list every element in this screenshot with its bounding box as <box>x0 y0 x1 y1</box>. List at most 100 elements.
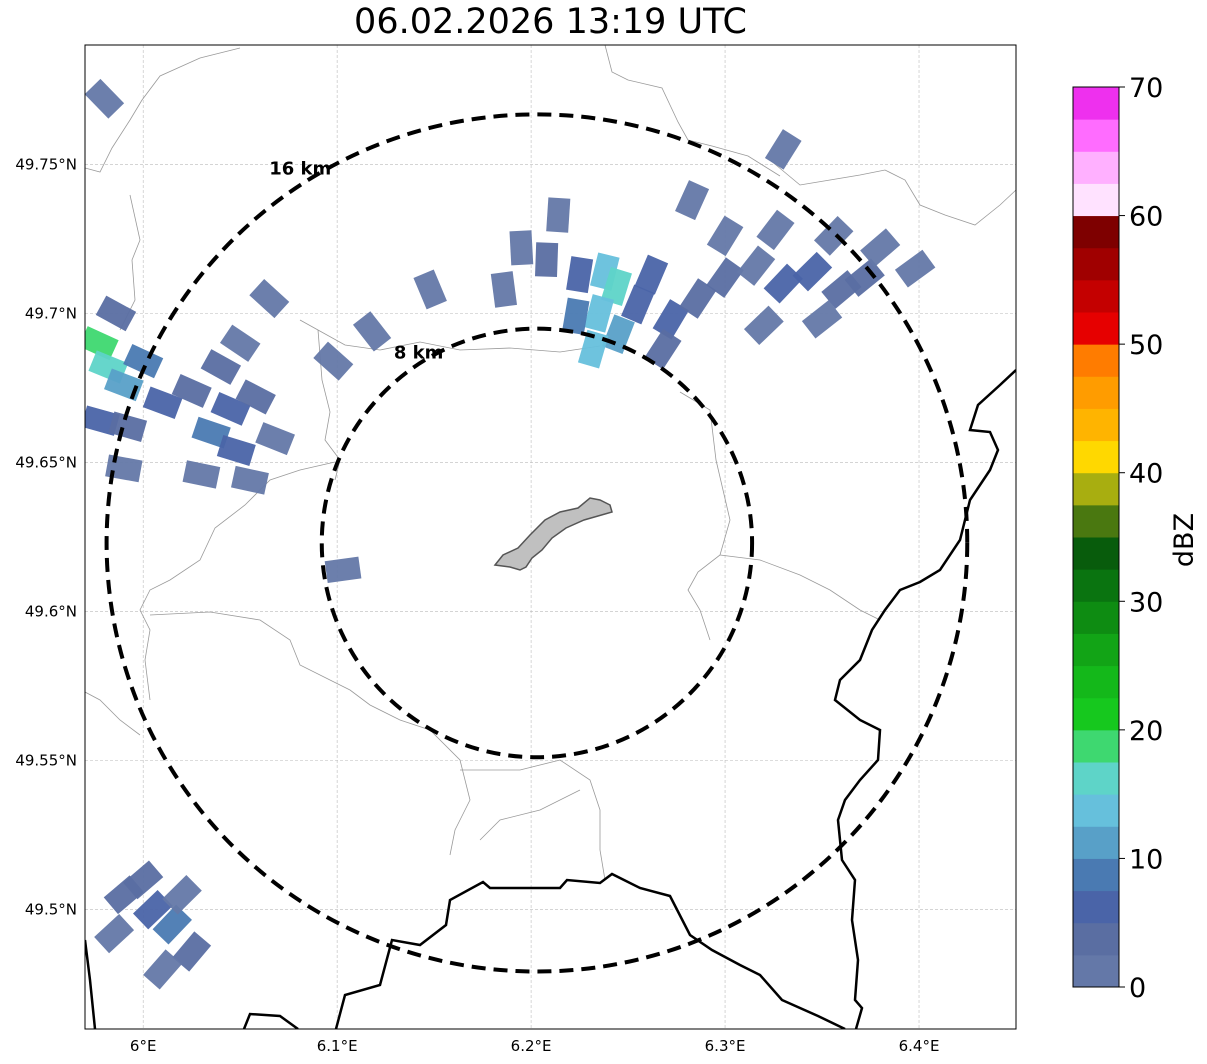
echo-cell <box>602 314 635 355</box>
echo-cell <box>219 324 261 362</box>
boundary-line <box>85 691 141 736</box>
colorbar-tick-label: 10 <box>1129 844 1163 875</box>
echo-cell <box>162 874 202 915</box>
echo-cell <box>152 904 192 945</box>
border-line <box>334 872 846 1029</box>
boundary-line <box>149 611 471 856</box>
range-ring-8km <box>319 326 755 760</box>
echo-cell <box>535 242 559 278</box>
colorbar-segment <box>1073 826 1119 859</box>
boundary-line <box>719 554 881 621</box>
colorbar-tick-label: 0 <box>1129 973 1146 1004</box>
colorbar-tick-label: 20 <box>1129 716 1163 747</box>
echo-cell <box>756 209 795 251</box>
city-area <box>493 497 613 571</box>
colorbar-segment <box>1073 472 1119 506</box>
colorbar-tick-label: 40 <box>1129 459 1163 490</box>
echo-cell <box>230 465 269 495</box>
colorbar-segment <box>1073 890 1119 924</box>
echo-cell <box>143 949 183 990</box>
lon-tick-label: 6.4°E <box>899 1037 940 1055</box>
colorbar-tick-label: 60 <box>1129 202 1163 233</box>
colorbar-segment <box>1073 376 1119 409</box>
echo-cell <box>352 311 392 352</box>
border-line <box>833 369 1016 1029</box>
lat-tick-label: 49.6°N <box>25 603 77 621</box>
echo-cell <box>210 391 251 426</box>
echo-cell <box>583 294 615 333</box>
colorbar-label: dBZ <box>1169 513 1200 567</box>
border-line <box>85 939 97 1029</box>
colorbar-segment <box>1073 279 1119 313</box>
echo-cell <box>577 329 609 369</box>
echo-cell <box>621 284 655 325</box>
echo-cell <box>736 245 776 286</box>
colorbar-segment <box>1073 729 1119 763</box>
echo-cell <box>85 78 125 119</box>
colorbar-segment <box>1073 119 1119 152</box>
longitude-axis: 6°E 6.1°E 6.2°E 6.3°E 6.4°E <box>130 1037 940 1055</box>
colorbar-segment <box>1073 215 1119 249</box>
colorbar-segment <box>1073 537 1119 570</box>
colorbar-segment <box>1073 954 1119 988</box>
echo-cell <box>860 228 901 268</box>
echo-cell <box>413 269 447 310</box>
echo-cell <box>123 344 164 379</box>
echo-cell <box>123 860 164 900</box>
radar-echoes <box>85 78 936 990</box>
lon-tick-label: 6.1°E <box>317 1037 358 1055</box>
echo-cell <box>894 249 936 288</box>
latitude-axis: 49.75°N 49.7°N 49.65°N 49.6°N 49.55°N 49.5°N <box>15 155 77 918</box>
lat-tick-label: 49.75°N <box>15 155 77 173</box>
colorbar-segment <box>1073 440 1119 474</box>
colorbar-segment <box>1073 794 1119 827</box>
echo-cell <box>191 416 231 449</box>
colorbar-segment <box>1073 408 1119 442</box>
echo-cell <box>172 931 212 972</box>
border-line <box>242 1012 299 1029</box>
boundary-line <box>604 45 781 177</box>
colorbar-segment <box>1073 151 1119 184</box>
echo-cell <box>171 373 212 408</box>
map-title: 06.02.2026 13:19 UTC <box>354 2 747 42</box>
colorbar: 0 10 20 30 40 50 60 70 <box>1072 73 1163 1004</box>
colorbar-segment <box>1073 858 1119 892</box>
echo-cell <box>235 379 276 415</box>
map-plot-area[interactable]: 8 km 16 km <box>79 45 1016 1029</box>
echo-cell <box>562 297 590 335</box>
colorbar-segment <box>1073 569 1119 602</box>
colorbar-frame <box>1072 86 1120 988</box>
echo-cell <box>95 295 137 332</box>
boundary-line <box>139 461 336 701</box>
colorbar-segment <box>1073 87 1119 120</box>
colorbar-segment <box>1073 601 1119 634</box>
echo-cell <box>743 305 784 346</box>
echo-cell <box>764 129 802 170</box>
colorbar-tick-label: 70 <box>1129 73 1163 104</box>
echo-cell <box>844 258 885 297</box>
national-borders <box>85 369 1016 1029</box>
echo-cell <box>85 326 119 361</box>
colorbar-segment <box>1073 633 1119 667</box>
echo-cell <box>566 256 594 294</box>
echo-cell <box>255 422 295 456</box>
echo-cell <box>763 263 803 304</box>
echo-cell <box>675 180 710 221</box>
echo-cell <box>133 889 173 930</box>
colorbar-tick-label: 50 <box>1129 330 1163 361</box>
echo-cell <box>679 278 717 319</box>
colorbar-segment <box>1073 665 1119 699</box>
map-frame <box>84 44 1017 1030</box>
colorbar-tick-label: 30 <box>1129 587 1163 618</box>
echo-cell <box>509 230 534 266</box>
lat-tick-label: 49.65°N <box>15 453 77 471</box>
colorbar-segment <box>1073 247 1119 281</box>
lat-tick-label: 49.7°N <box>25 304 77 322</box>
graticule <box>85 45 1016 1029</box>
range-ring-16km <box>104 112 970 974</box>
colorbar-segment <box>1073 344 1119 377</box>
boundary-line <box>479 789 581 841</box>
echo-cell <box>249 278 290 319</box>
boundary-line <box>299 319 601 353</box>
boundary-line <box>460 759 606 881</box>
